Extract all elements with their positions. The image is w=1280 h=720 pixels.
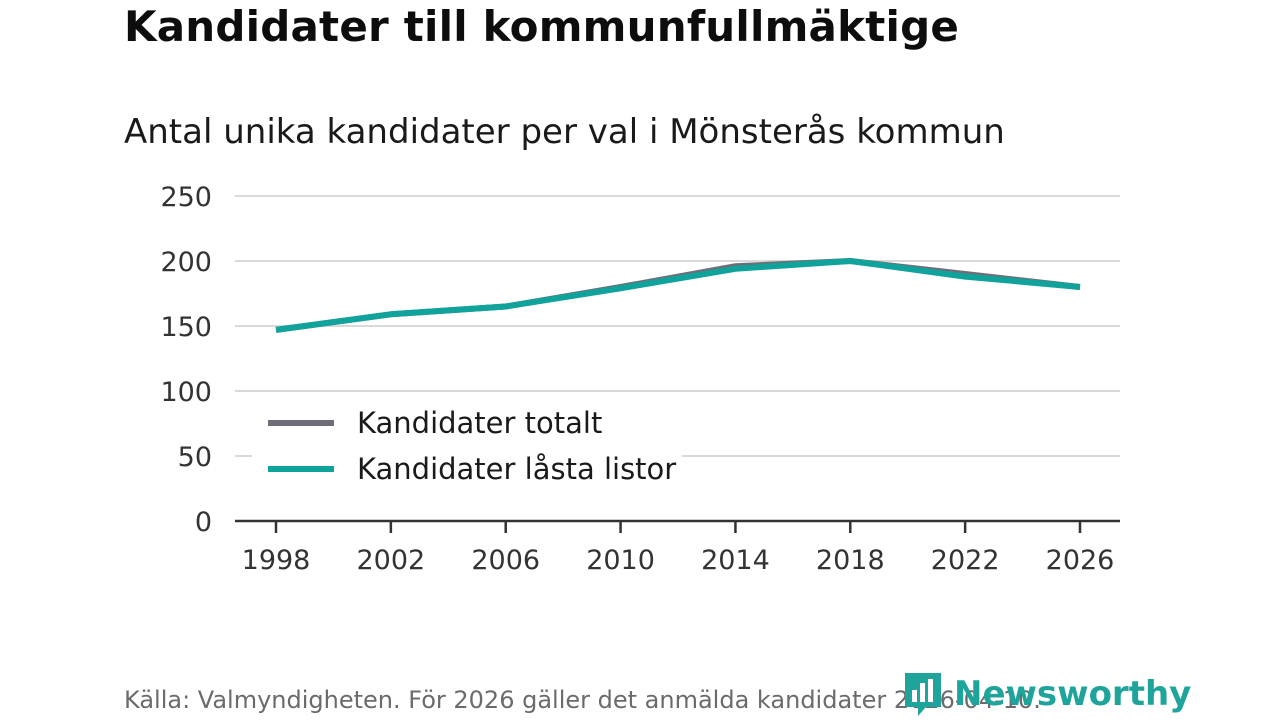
series-lines xyxy=(275,258,1081,333)
legend-label-kandidater-lasta-listor: Kandidater låsta listor xyxy=(357,452,676,486)
y-tick-label-0: 0 xyxy=(195,507,212,538)
y-tick-label-100: 100 xyxy=(160,377,212,408)
series-line-kandidater-lasta-listor xyxy=(275,258,1081,333)
x-tick-label-2014: 2014 xyxy=(701,545,770,576)
y-tick-label-50: 50 xyxy=(178,442,212,473)
y-axis-ticks: 0 50 100 150 200 250 xyxy=(160,182,212,538)
newsworthy-logo-icon xyxy=(905,673,941,716)
x-tick-label-2026: 2026 xyxy=(1046,545,1115,576)
legend-label-kandidater-totalt: Kandidater totalt xyxy=(357,406,602,440)
y-tick-label-150: 150 xyxy=(160,312,212,343)
y-tick-label-250: 250 xyxy=(160,182,212,213)
x-tick-label-1998: 1998 xyxy=(242,545,311,576)
x-tick-label-2002: 2002 xyxy=(356,545,425,576)
legend-background xyxy=(252,398,682,494)
newsworthy-logo-text: Newsworthy xyxy=(954,674,1192,714)
x-axis: 1998 2002 2006 2010 2014 2018 2022 2026 xyxy=(235,519,1120,576)
source-note: Källa: Valmyndigheten. För 2026 gäller d… xyxy=(124,686,1041,714)
chart-subtitle: Antal unika kandidater per val i Mönster… xyxy=(124,112,1005,152)
newsworthy-logo: Newsworthy xyxy=(902,670,1191,718)
series-line-kandidater-totalt xyxy=(275,258,1081,333)
x-tick-label-2010: 2010 xyxy=(586,545,655,576)
y-tick-label-200: 200 xyxy=(160,247,212,278)
x-tick-label-2018: 2018 xyxy=(816,545,885,576)
x-tick-label-2022: 2022 xyxy=(931,545,1000,576)
chart-title: Kandidater till kommunfullmäktige xyxy=(124,2,960,51)
x-tick-label-2006: 2006 xyxy=(471,545,540,576)
legend: Kandidater totalt Kandidater låsta listor xyxy=(252,398,682,494)
